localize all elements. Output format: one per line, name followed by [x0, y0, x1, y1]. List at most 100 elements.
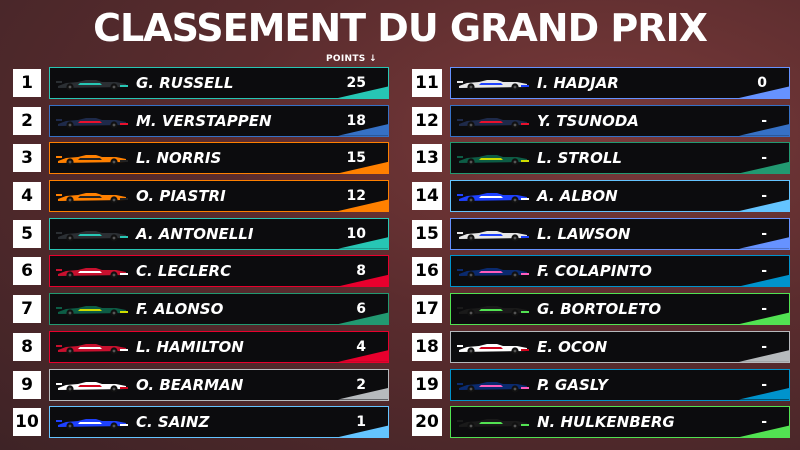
driver-card: I. HADJAR 0 [450, 67, 790, 99]
position-badge: 9 [13, 370, 41, 399]
driver-points: - [761, 263, 767, 280]
car-icon [56, 416, 128, 430]
driver-points: 6 [356, 301, 366, 318]
car-icon [457, 303, 529, 317]
car-icon [56, 265, 128, 280]
position-badge: 11 [412, 69, 442, 97]
driver-name: L. NORRIS [136, 149, 222, 168]
driver-card: P. GASLY - [450, 368, 790, 401]
car-icon [56, 303, 128, 317]
driver-name: I. HADJAR [537, 74, 619, 92]
driver-name: O. BEARMAN [136, 375, 244, 394]
driver-card: L. HAMILTON 4 [49, 330, 389, 363]
standing-row: 18 E. OCON - [412, 330, 792, 363]
driver-points: 4 [356, 338, 366, 355]
standing-row: 1 G. RUSSELL 25 [13, 67, 393, 99]
driver-name: Y. TSUNODA [537, 111, 639, 130]
position-badge: 5 [13, 219, 41, 248]
driver-card: G. RUSSELL 25 [49, 67, 389, 99]
standing-row: 9 O. BEARMAN 2 [13, 368, 393, 401]
standing-row: 16 F. COLAPINTO - [412, 255, 792, 288]
position-badge: 18 [412, 332, 442, 361]
car-icon [457, 190, 529, 204]
driver-name: N. HULKENBERG [537, 413, 675, 432]
standings-column-left: 1 G. RUSSELL 25 2 M. VERSTAPPEN 18 3 L. NORRIS 1… [13, 67, 393, 444]
driver-name: E. OCON [537, 337, 608, 356]
position-badge: 17 [412, 295, 442, 324]
driver-points: 1 [356, 414, 366, 431]
driver-card: M. VERSTAPPEN 18 [49, 104, 389, 137]
page-title: CLASSEMENT DU GRAND PRIX [93, 6, 708, 50]
car-icon [457, 265, 529, 280]
driver-points: 8 [356, 263, 366, 280]
driver-name: L. STROLL [537, 149, 622, 168]
driver-card: E. OCON - [450, 330, 790, 363]
position-badge: 1 [13, 69, 41, 97]
standing-row: 11 I. HADJAR 0 [412, 67, 792, 99]
driver-name: L. LAWSON [537, 224, 631, 243]
driver-points: - [761, 112, 767, 129]
standing-row: 10 C. SAINZ 1 [13, 406, 393, 439]
car-icon [457, 416, 529, 430]
driver-card: A. ANTONELLI 10 [49, 217, 389, 250]
driver-card: G. BORTOLETO - [450, 293, 790, 326]
driver-card: A. ALBON - [450, 180, 790, 213]
car-icon [56, 228, 128, 242]
driver-card: F. COLAPINTO - [450, 255, 790, 288]
driver-name: C. SAINZ [136, 413, 210, 432]
driver-name: M. VERSTAPPEN [136, 111, 272, 130]
car-icon [56, 341, 128, 355]
driver-name: F. COLAPINTO [537, 262, 652, 281]
standing-row: 7 F. ALONSO 6 [13, 293, 393, 326]
car-icon [56, 190, 128, 204]
standing-row: 12 Y. TSUNODA - [412, 104, 792, 137]
driver-card: L. NORRIS 15 [49, 142, 389, 175]
driver-points: - [761, 150, 767, 167]
car-icon [457, 228, 529, 242]
driver-card: C. SAINZ 1 [49, 406, 389, 439]
standing-row: 15 L. LAWSON - [412, 217, 792, 250]
position-badge: 8 [13, 332, 41, 361]
driver-card: L. STROLL - [450, 142, 790, 175]
car-icon [457, 341, 529, 355]
standings-column-right: 11 I. HADJAR 0 12 Y. TSUNODA - 13 L. STROLL - 14 A… [412, 67, 792, 444]
driver-name: O. PIASTRI [136, 187, 226, 206]
driver-name: G. RUSSELL [136, 74, 234, 92]
driver-points: - [761, 376, 767, 393]
driver-points: - [761, 414, 767, 431]
driver-points: - [761, 188, 767, 205]
standing-row: 6 C. LECLERC 8 [13, 255, 393, 288]
position-badge: 16 [412, 257, 442, 286]
position-badge: 3 [13, 144, 41, 173]
position-badge: 2 [13, 106, 41, 135]
driver-points: 10 [346, 225, 366, 242]
standing-row: 5 A. ANTONELLI 10 [13, 217, 393, 250]
standing-row: 14 A. ALBON - [412, 180, 792, 213]
driver-points: 15 [346, 150, 366, 167]
position-badge: 15 [412, 219, 442, 248]
standing-row: 3 L. NORRIS 15 [13, 142, 393, 175]
standing-row: 20 N. HULKENBERG - [412, 406, 792, 439]
driver-card: C. LECLERC 8 [49, 255, 389, 288]
driver-name: P. GASLY [537, 375, 608, 394]
points-column-header: POINTS ↓ [326, 54, 377, 64]
driver-name: G. BORTOLETO [537, 300, 662, 319]
car-icon [56, 379, 128, 393]
driver-card: L. LAWSON - [450, 217, 790, 250]
position-badge: 12 [412, 106, 442, 135]
position-badge: 4 [13, 182, 41, 211]
standing-row: 8 L. HAMILTON 4 [13, 330, 393, 363]
standing-row: 17 G. BORTOLETO - [412, 293, 792, 326]
car-icon [56, 152, 128, 166]
car-icon [457, 152, 529, 166]
driver-points: - [761, 338, 767, 355]
driver-points: 18 [346, 112, 366, 129]
driver-points: - [761, 225, 767, 242]
driver-card: O. BEARMAN 2 [49, 368, 389, 401]
driver-card: F. ALONSO 6 [49, 293, 389, 326]
position-badge: 20 [412, 408, 442, 437]
car-icon [457, 77, 529, 91]
driver-name: A. ANTONELLI [136, 224, 254, 243]
standing-row: 4 O. PIASTRI 12 [13, 180, 393, 213]
driver-card: N. HULKENBERG - [450, 406, 790, 439]
